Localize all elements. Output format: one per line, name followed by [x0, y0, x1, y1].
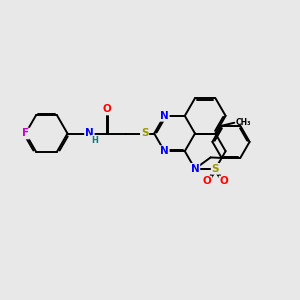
Text: N: N [85, 128, 94, 138]
Text: S: S [212, 164, 219, 174]
Text: N: N [160, 146, 169, 156]
Text: CH₃: CH₃ [236, 118, 251, 127]
Text: O: O [202, 176, 211, 186]
Text: S: S [141, 128, 148, 139]
Text: F: F [22, 128, 29, 139]
Text: O: O [219, 176, 228, 186]
Text: O: O [102, 104, 111, 115]
Text: H: H [91, 136, 98, 145]
Text: N: N [160, 111, 169, 121]
Text: N: N [190, 164, 200, 174]
